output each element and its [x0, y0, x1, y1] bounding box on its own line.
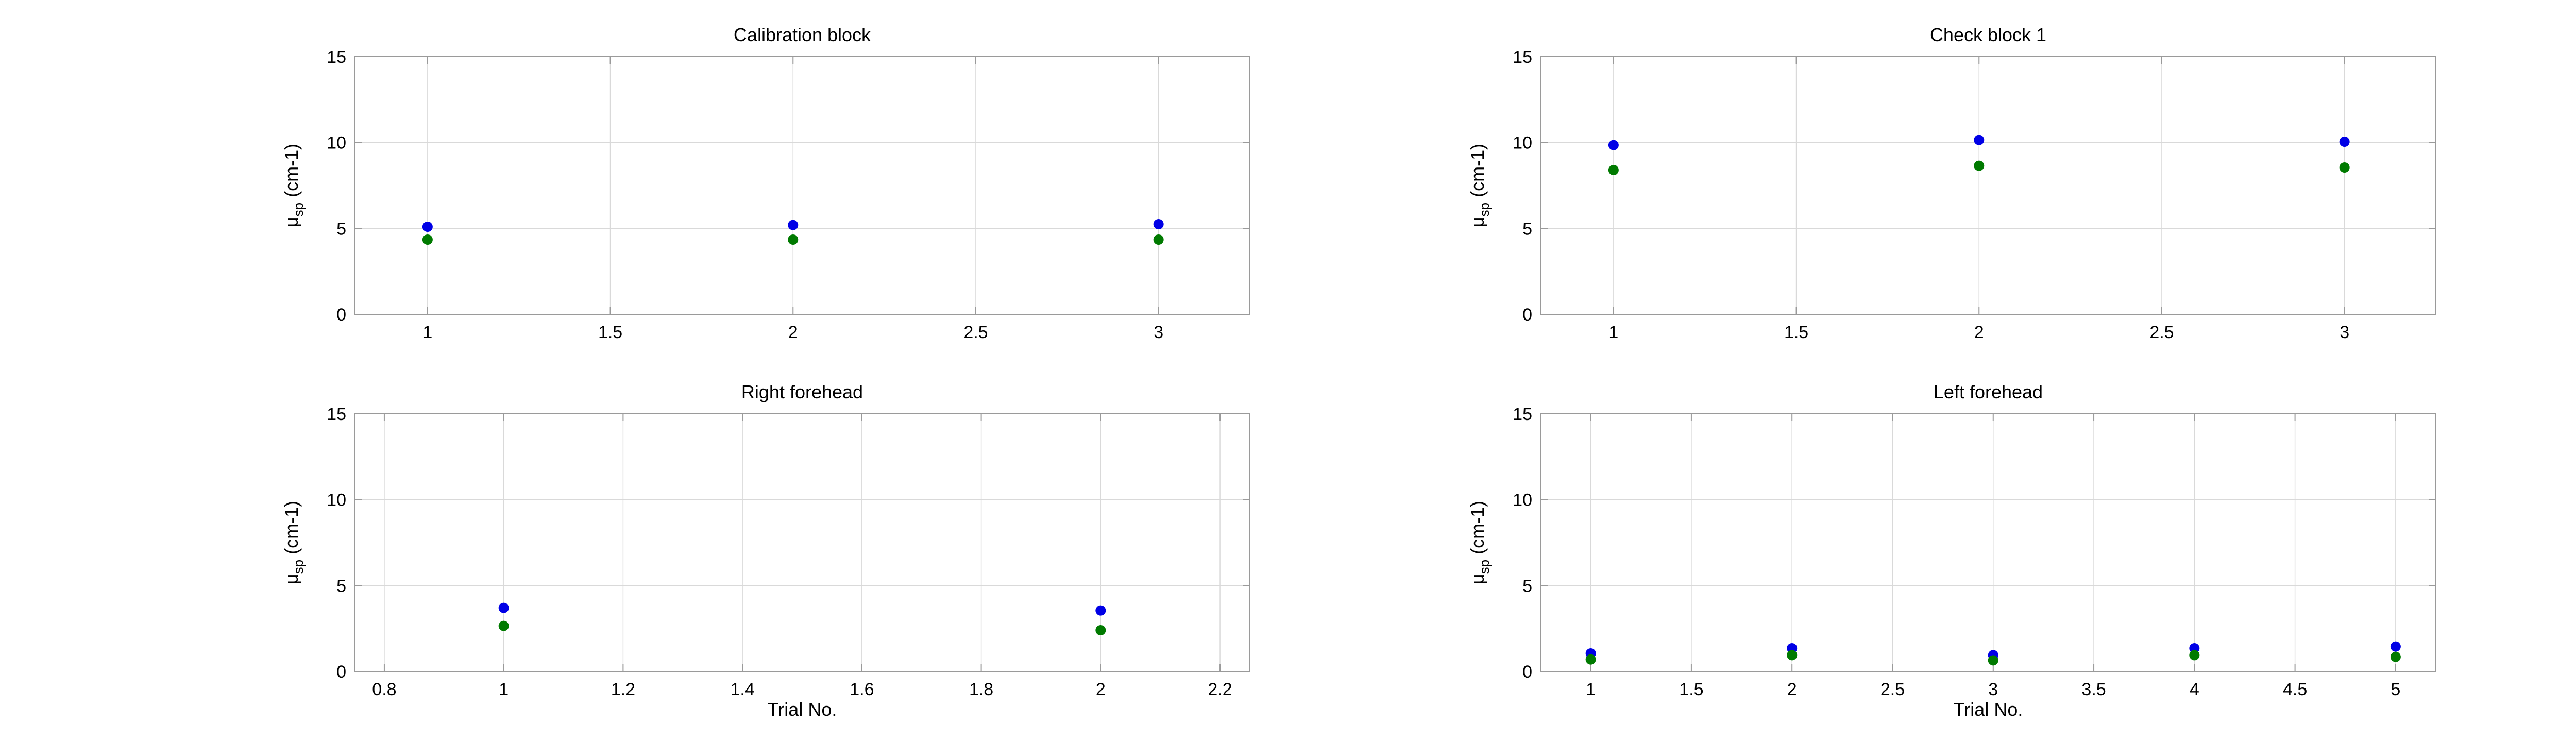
y-tick-label: 15 — [327, 47, 346, 67]
y-axis-label: μsp (cm-1) — [281, 144, 306, 227]
y-axis-label: μsp (cm-1) — [1467, 144, 1492, 227]
plot-area-border — [354, 56, 1250, 315]
y-tick-label: 0 — [336, 662, 346, 682]
x-tick-label: 2.5 — [1880, 680, 1905, 699]
y-axis-label-symbol: μ — [1467, 216, 1488, 227]
data-point-series-1 — [498, 602, 509, 613]
data-point-series-2 — [2390, 651, 2401, 662]
y-tick-label: 5 — [1522, 576, 1532, 596]
y-tick-label: 5 — [336, 219, 346, 239]
panel-left-forehead: 1 1.5 2 2.5 3 3.5 4 4.5 5 0 5 10 15 Left forehead μsp … — [1467, 381, 2436, 720]
data-point-series-2 — [1787, 650, 1798, 661]
data-point-series-2 — [422, 234, 433, 245]
data-point-series-1 — [788, 220, 799, 230]
x-tick-label: 3 — [1154, 323, 1163, 342]
data-point-series-1 — [2390, 641, 2401, 652]
x-tick-label: 2.5 — [2149, 323, 2174, 342]
panel-title: Calibration block — [734, 24, 871, 45]
x-tick-label: 2.5 — [963, 323, 988, 342]
y-axis-label: μsp (cm-1) — [281, 501, 306, 584]
data-point-series-1 — [2339, 137, 2350, 147]
panel-check-block-1: 1 1.5 2 2.5 3 0 5 10 15 Check block 1 μsp (cm-1) — [1467, 24, 2436, 342]
data-point-series-1 — [1153, 219, 1164, 229]
y-axis-label-subscript: sp — [1477, 560, 1492, 574]
panel-title: Left forehead — [1934, 381, 2043, 402]
panel-calibration-block: 1 1.5 2 2.5 3 0 5 10 15 Calibration block μsp (cm-… — [281, 24, 1250, 342]
y-tick-label: 10 — [1513, 491, 1532, 510]
y-tick-label: 15 — [1513, 405, 1532, 424]
x-tick-label: 0.8 — [372, 680, 396, 699]
x-tick-label: 1 — [1608, 323, 1618, 342]
x-tick-label: 2 — [1096, 680, 1106, 699]
data-point-series-1 — [422, 222, 433, 232]
x-tick-label: 2 — [1974, 323, 1984, 342]
x-tick-label: 5 — [2391, 680, 2400, 699]
x-tick-label: 1.8 — [969, 680, 993, 699]
panel-title: Check block 1 — [1930, 24, 2046, 45]
data-point-series-2 — [1585, 654, 1596, 665]
y-axis-label-symbol: μ — [281, 574, 302, 584]
x-tick-label: 4 — [2190, 680, 2199, 699]
data-point-series-1 — [1974, 135, 1985, 145]
x-tick-label: 3 — [2340, 323, 2349, 342]
panel-title: Right forehead — [741, 381, 863, 402]
y-axis-label-subscript: sp — [291, 560, 306, 574]
x-tick-label: 3 — [1988, 680, 1998, 699]
y-axis-label-unit: (cm-1) — [1467, 501, 1488, 560]
y-tick-label: 0 — [336, 305, 346, 325]
x-tick-label: 1.5 — [1784, 323, 1808, 342]
y-axis-label-symbol: μ — [281, 216, 302, 227]
x-tick-label: 2 — [788, 323, 798, 342]
data-point-series-2 — [2189, 650, 2200, 661]
plot-area-border — [1540, 56, 2436, 315]
data-point-series-1 — [1095, 605, 1106, 616]
y-axis-label-symbol: μ — [1467, 574, 1488, 584]
y-tick-label: 5 — [336, 576, 346, 596]
data-point-series-2 — [1095, 625, 1106, 635]
x-tick-label: 1 — [422, 323, 432, 342]
data-point-series-2 — [2339, 162, 2350, 173]
x-tick-label: 1.5 — [598, 323, 622, 342]
y-tick-label: 0 — [1522, 662, 1532, 682]
data-point-series-2 — [1608, 165, 1619, 175]
y-tick-label: 15 — [1513, 47, 1532, 67]
y-tick-label: 15 — [327, 405, 346, 424]
y-axis-label-unit: (cm-1) — [1467, 144, 1488, 203]
x-tick-label: 2.2 — [1208, 680, 1232, 699]
panel-right-forehead: 0.8 1 1.2 1.4 1.6 1.8 2 2.2 0 5 10 15 Right forehead… — [281, 381, 1250, 720]
y-tick-label: 10 — [1513, 133, 1532, 153]
y-tick-label: 0 — [1522, 305, 1532, 325]
plot-area-border — [1540, 413, 2436, 672]
x-tick-label: 1 — [1586, 680, 1596, 699]
x-tick-label: 1.5 — [1679, 680, 1703, 699]
x-tick-label: 1.6 — [850, 680, 874, 699]
y-axis-label-subscript: sp — [1477, 203, 1492, 216]
x-axis-label: Trial No. — [1954, 699, 2023, 720]
x-tick-label: 3.5 — [2081, 680, 2106, 699]
data-point-series-2 — [498, 620, 509, 631]
y-axis-label-unit: (cm-1) — [281, 501, 302, 560]
y-tick-label: 5 — [1522, 219, 1532, 239]
data-point-series-2 — [1153, 234, 1164, 245]
y-axis-label: μsp (cm-1) — [1467, 501, 1492, 584]
y-tick-label: 10 — [327, 491, 346, 510]
data-point-series-2 — [1988, 655, 1998, 666]
x-tick-label: 1.2 — [611, 680, 635, 699]
x-tick-label: 1.4 — [731, 680, 755, 699]
x-axis-label: Trial No. — [768, 699, 837, 720]
data-point-series-1 — [1608, 140, 1619, 150]
data-point-series-2 — [788, 234, 799, 245]
x-tick-label: 2 — [1787, 680, 1797, 699]
y-axis-label-subscript: sp — [291, 203, 306, 216]
y-axis-label-unit: (cm-1) — [281, 144, 302, 203]
data-point-series-2 — [1974, 160, 1985, 171]
y-tick-label: 10 — [327, 133, 346, 153]
plot-area-border — [354, 413, 1250, 672]
x-tick-label: 1 — [499, 680, 509, 699]
x-tick-label: 4.5 — [2283, 680, 2307, 699]
